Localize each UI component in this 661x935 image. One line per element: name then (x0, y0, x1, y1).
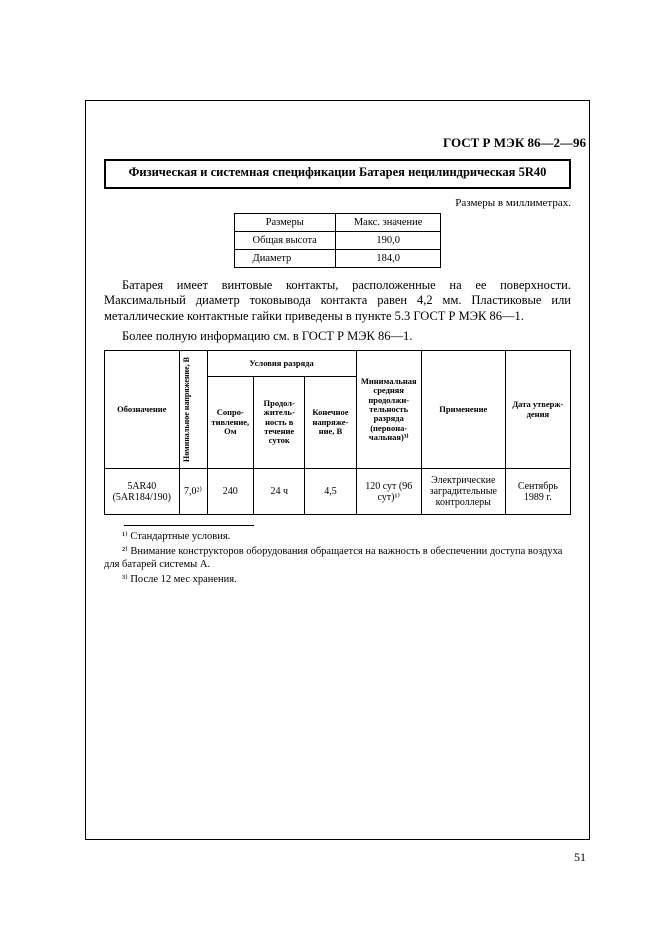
footnote-rule (124, 525, 254, 526)
dim-label: Диаметр (234, 249, 335, 267)
paragraph: Батарея имеет винтовые контакты, располо… (104, 278, 571, 325)
th-designation: Обозначение (105, 351, 180, 469)
th-discharge-group: Условия разряда (207, 351, 356, 377)
th-resistance: Сопро­тивле­ние, Ом (207, 376, 254, 468)
td-end-voltage: 4,5 (305, 469, 356, 515)
spec-table: Обозначение Номинальное напряжение, В Ус… (104, 350, 571, 515)
dim-label: Общая высота (234, 231, 335, 249)
dimensions-caption: Размеры в миллиметрах. (104, 197, 571, 209)
th-application: Применение (421, 351, 505, 469)
th-min-duration: Минималь­ная средняя продолжи­тельность … (356, 351, 421, 469)
dim-header-param: Размеры (234, 213, 335, 231)
th-duration: Продол­житель­ность в течение суток (254, 376, 305, 468)
table-row: Общая высота 190,0 (234, 231, 441, 249)
th-approval: Дата утверж­дения (505, 351, 570, 469)
paragraph: Более полную информацию см. в ГОСТ Р МЭК… (104, 329, 571, 345)
td-resistance: 240 (207, 469, 254, 515)
td-min-duration: 120 сут (96 сут)¹⁾ (356, 469, 421, 515)
dimensions-table: Размеры Макс. значение Общая высота 190,… (234, 213, 442, 268)
footnote: ³⁾ После 12 мес хранения. (104, 573, 571, 586)
footnote: ²⁾ Внимание конструкторов оборудования о… (104, 545, 571, 571)
page-number: 51 (574, 850, 586, 865)
footnotes: ¹⁾ Стандартные условия. ²⁾ Внимание конс… (104, 530, 571, 587)
dim-header-value: Макс. значение (335, 213, 441, 231)
footnote: ¹⁾ Стандартные условия. (104, 530, 571, 543)
th-end-voltage: Конечное напряже­ние, В (305, 376, 356, 468)
spec-title: Физическая и системная спецификации Бата… (104, 159, 571, 189)
td-voltage: 7,0²⁾ (179, 469, 207, 515)
table-row: 5AR40 (5AR184/190) 7,0²⁾ 240 24 ч 4,5 12… (105, 469, 571, 515)
th-voltage: Номинальное напряжение, В (179, 351, 207, 469)
td-application: Электри­ческие загради­тельные контролле… (421, 469, 505, 515)
table-row: Диаметр 184,0 (234, 249, 441, 267)
td-approval: Сен­тябрь 1989 г. (505, 469, 570, 515)
td-designation: 5AR40 (5AR184/190) (105, 469, 180, 515)
td-duration: 24 ч (254, 469, 305, 515)
page-frame: Физическая и системная спецификации Бата… (85, 100, 590, 840)
dim-value: 190,0 (335, 231, 441, 249)
dim-value: 184,0 (335, 249, 441, 267)
